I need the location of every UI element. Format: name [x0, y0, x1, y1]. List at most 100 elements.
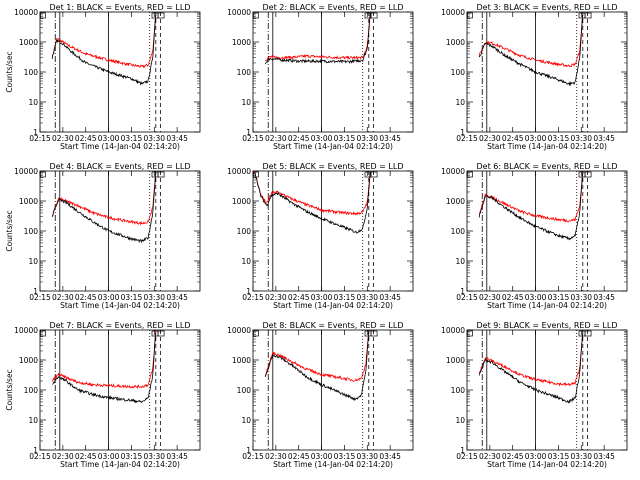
y-tick-label: 10 [241, 98, 251, 107]
lld-series-line [478, 172, 584, 223]
x-tick-label: 03:15 [334, 293, 356, 302]
panel-title: Det 3: BLACK = Events, RED = LLD [477, 3, 618, 12]
y-tick-label: 10 [28, 257, 38, 266]
saa-marker-box [584, 12, 592, 19]
x-tick-label: 03:45 [379, 134, 401, 143]
y-tick-label: 1000 [232, 197, 251, 206]
y-tick-label: 10000 [227, 8, 251, 17]
x-tick-label: 02:45 [75, 452, 97, 461]
x-tick-label: 02:15 [29, 293, 51, 302]
lld-series-line [478, 332, 584, 387]
x-tick-label: 02:45 [75, 134, 97, 143]
lld-series-line [264, 12, 371, 61]
x-axis-label: Start Time (14-Jan-04 02:14:20) [487, 142, 607, 151]
plot-frame [39, 329, 201, 451]
panel-title: Det 4: BLACK = Events, RED = LLD [50, 162, 191, 171]
y-tick-label: 100 [237, 68, 252, 77]
y-tick-label: 10000 [441, 167, 465, 176]
x-tick-label: 03:00 [98, 452, 120, 461]
y-tick-label: 10000 [227, 326, 251, 335]
x-tick-label: 03:30 [570, 452, 592, 461]
y-tick-label: 10 [241, 416, 251, 425]
saa-marker-box [157, 171, 165, 178]
x-tick-label: 02:15 [242, 134, 264, 143]
lld-series-line [51, 331, 157, 390]
events-series-line [478, 333, 584, 404]
x-axis-label: Start Time (14-Jan-04 02:14:20) [273, 142, 393, 151]
y-tick-label: 10000 [14, 167, 38, 176]
y-axis-label: Counts/sec [5, 210, 14, 251]
y-tick-label: 1 [33, 287, 38, 296]
x-tick-label: 02:30 [265, 134, 287, 143]
plot-frame [39, 11, 201, 133]
panel-title: Det 5: BLACK = Events, RED = LLD [263, 162, 404, 171]
x-axis-label: Start Time (14-Jan-04 02:14:20) [487, 460, 607, 469]
detector-panel: Det 3: BLACK = Events, RED = LLD 1 10 100 10… [441, 3, 628, 151]
detector-panel: Det 5: BLACK = Events, RED = LLD 1 10 100 10… [227, 162, 414, 310]
y-tick-label: 1000 [19, 356, 38, 365]
y-tick-label: 1 [33, 446, 38, 455]
y-tick-label: 10000 [14, 8, 38, 17]
detector-panel: Det 8: BLACK = Events, RED = LLD 1 10 100 10… [227, 321, 414, 469]
y-tick-label: 1000 [446, 38, 465, 47]
detector-panel: Det 1: BLACK = Events, RED = LLD 1 10 100 10… [5, 3, 201, 151]
x-tick-label: 03:30 [143, 452, 165, 461]
x-tick-label: 03:30 [356, 134, 378, 143]
plot-frame [39, 170, 201, 292]
lld-series-line [254, 171, 371, 216]
x-tick-label: 03:15 [121, 293, 143, 302]
saa-marker-box [253, 12, 259, 19]
detector-panel: Det 2: BLACK = Events, RED = LLD 1 10 100 10… [227, 3, 414, 151]
y-tick-label: 1 [460, 128, 465, 137]
y-tick-label: 10000 [441, 326, 465, 335]
y-tick-label: 1000 [446, 356, 465, 365]
plot-frame [252, 11, 414, 133]
events-series-line [51, 14, 157, 86]
x-tick-label: 02:45 [288, 293, 310, 302]
x-tick-label: 03:00 [311, 452, 333, 461]
detector-panel: Det 4: BLACK = Events, RED = LLD 1 10 100 10… [5, 162, 201, 310]
y-tick-label: 10000 [14, 326, 38, 335]
y-tick-label: 10 [455, 416, 465, 425]
x-axis-label: Start Time (14-Jan-04 02:14:20) [273, 460, 393, 469]
x-tick-label: 03:30 [143, 134, 165, 143]
x-tick-label: 02:45 [502, 134, 524, 143]
panel-title: Det 1: BLACK = Events, RED = LLD [50, 3, 191, 12]
x-tick-label: 03:45 [166, 452, 188, 461]
events-series-line [52, 333, 157, 404]
x-axis-label: Start Time (14-Jan-04 02:14:20) [60, 142, 180, 151]
x-tick-label: 03:30 [356, 293, 378, 302]
events-series-line [478, 14, 584, 87]
saa-marker-box [578, 12, 586, 19]
y-tick-label: 10 [28, 98, 38, 107]
x-tick-label: 03:15 [334, 452, 356, 461]
saa-marker-box [157, 12, 165, 19]
x-tick-label: 02:45 [75, 293, 97, 302]
panel-title: Det 8: BLACK = Events, RED = LLD [263, 321, 404, 330]
x-tick-label: 03:15 [548, 452, 570, 461]
x-axis-label: Start Time (14-Jan-04 02:14:20) [60, 301, 180, 310]
y-tick-label: 100 [24, 386, 39, 395]
y-tick-label: 1000 [446, 197, 465, 206]
saa-marker-box [578, 330, 586, 337]
x-tick-label: 02:30 [479, 452, 501, 461]
x-tick-label: 03:15 [548, 293, 570, 302]
x-tick-label: 03:00 [525, 293, 547, 302]
x-axis-label: Start Time (14-Jan-04 02:14:20) [273, 301, 393, 310]
saa-marker-box [40, 171, 46, 178]
x-tick-label: 03:45 [593, 293, 615, 302]
x-tick-label: 03:45 [593, 452, 615, 461]
x-tick-label: 03:00 [98, 134, 120, 143]
x-tick-label: 03:30 [143, 293, 165, 302]
y-tick-label: 1000 [232, 38, 251, 47]
x-tick-label: 02:15 [29, 452, 51, 461]
y-axis-label: Counts/sec [5, 369, 14, 410]
events-series-line [51, 172, 157, 244]
lld-series-line [478, 14, 584, 68]
events-series-line [478, 172, 584, 241]
y-tick-label: 100 [24, 227, 39, 236]
saa-marker-box [584, 171, 592, 178]
x-tick-label: 02:30 [479, 293, 501, 302]
x-tick-label: 03:00 [525, 134, 547, 143]
x-tick-label: 02:45 [288, 134, 310, 143]
